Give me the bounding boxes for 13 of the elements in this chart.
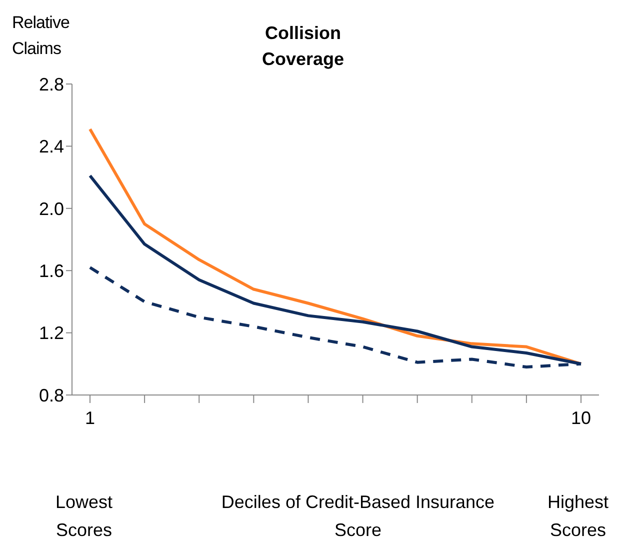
text: Highest Scores <box>546 491 610 542</box>
chart-title: Collision Coverage <box>260 22 346 71</box>
x-tick-label: 1 <box>84 408 96 428</box>
text: Lowest Scores <box>54 491 114 542</box>
y-axis-title: Relative Claims <box>12 12 70 60</box>
y-tick-label: 2.0 <box>38 198 64 219</box>
y-tick-label: 2.8 <box>38 74 64 94</box>
y-tick-label: 0.8 <box>38 385 64 406</box>
y-tick-label: 2.4 <box>38 136 64 157</box>
y-tick-label: 1.2 <box>38 323 64 344</box>
x-axis-title: Deciles of Credit-Based Insurance Score <box>220 491 496 542</box>
y-tick-label: 1.6 <box>38 260 64 281</box>
x-tick-label: 10 <box>570 408 592 428</box>
